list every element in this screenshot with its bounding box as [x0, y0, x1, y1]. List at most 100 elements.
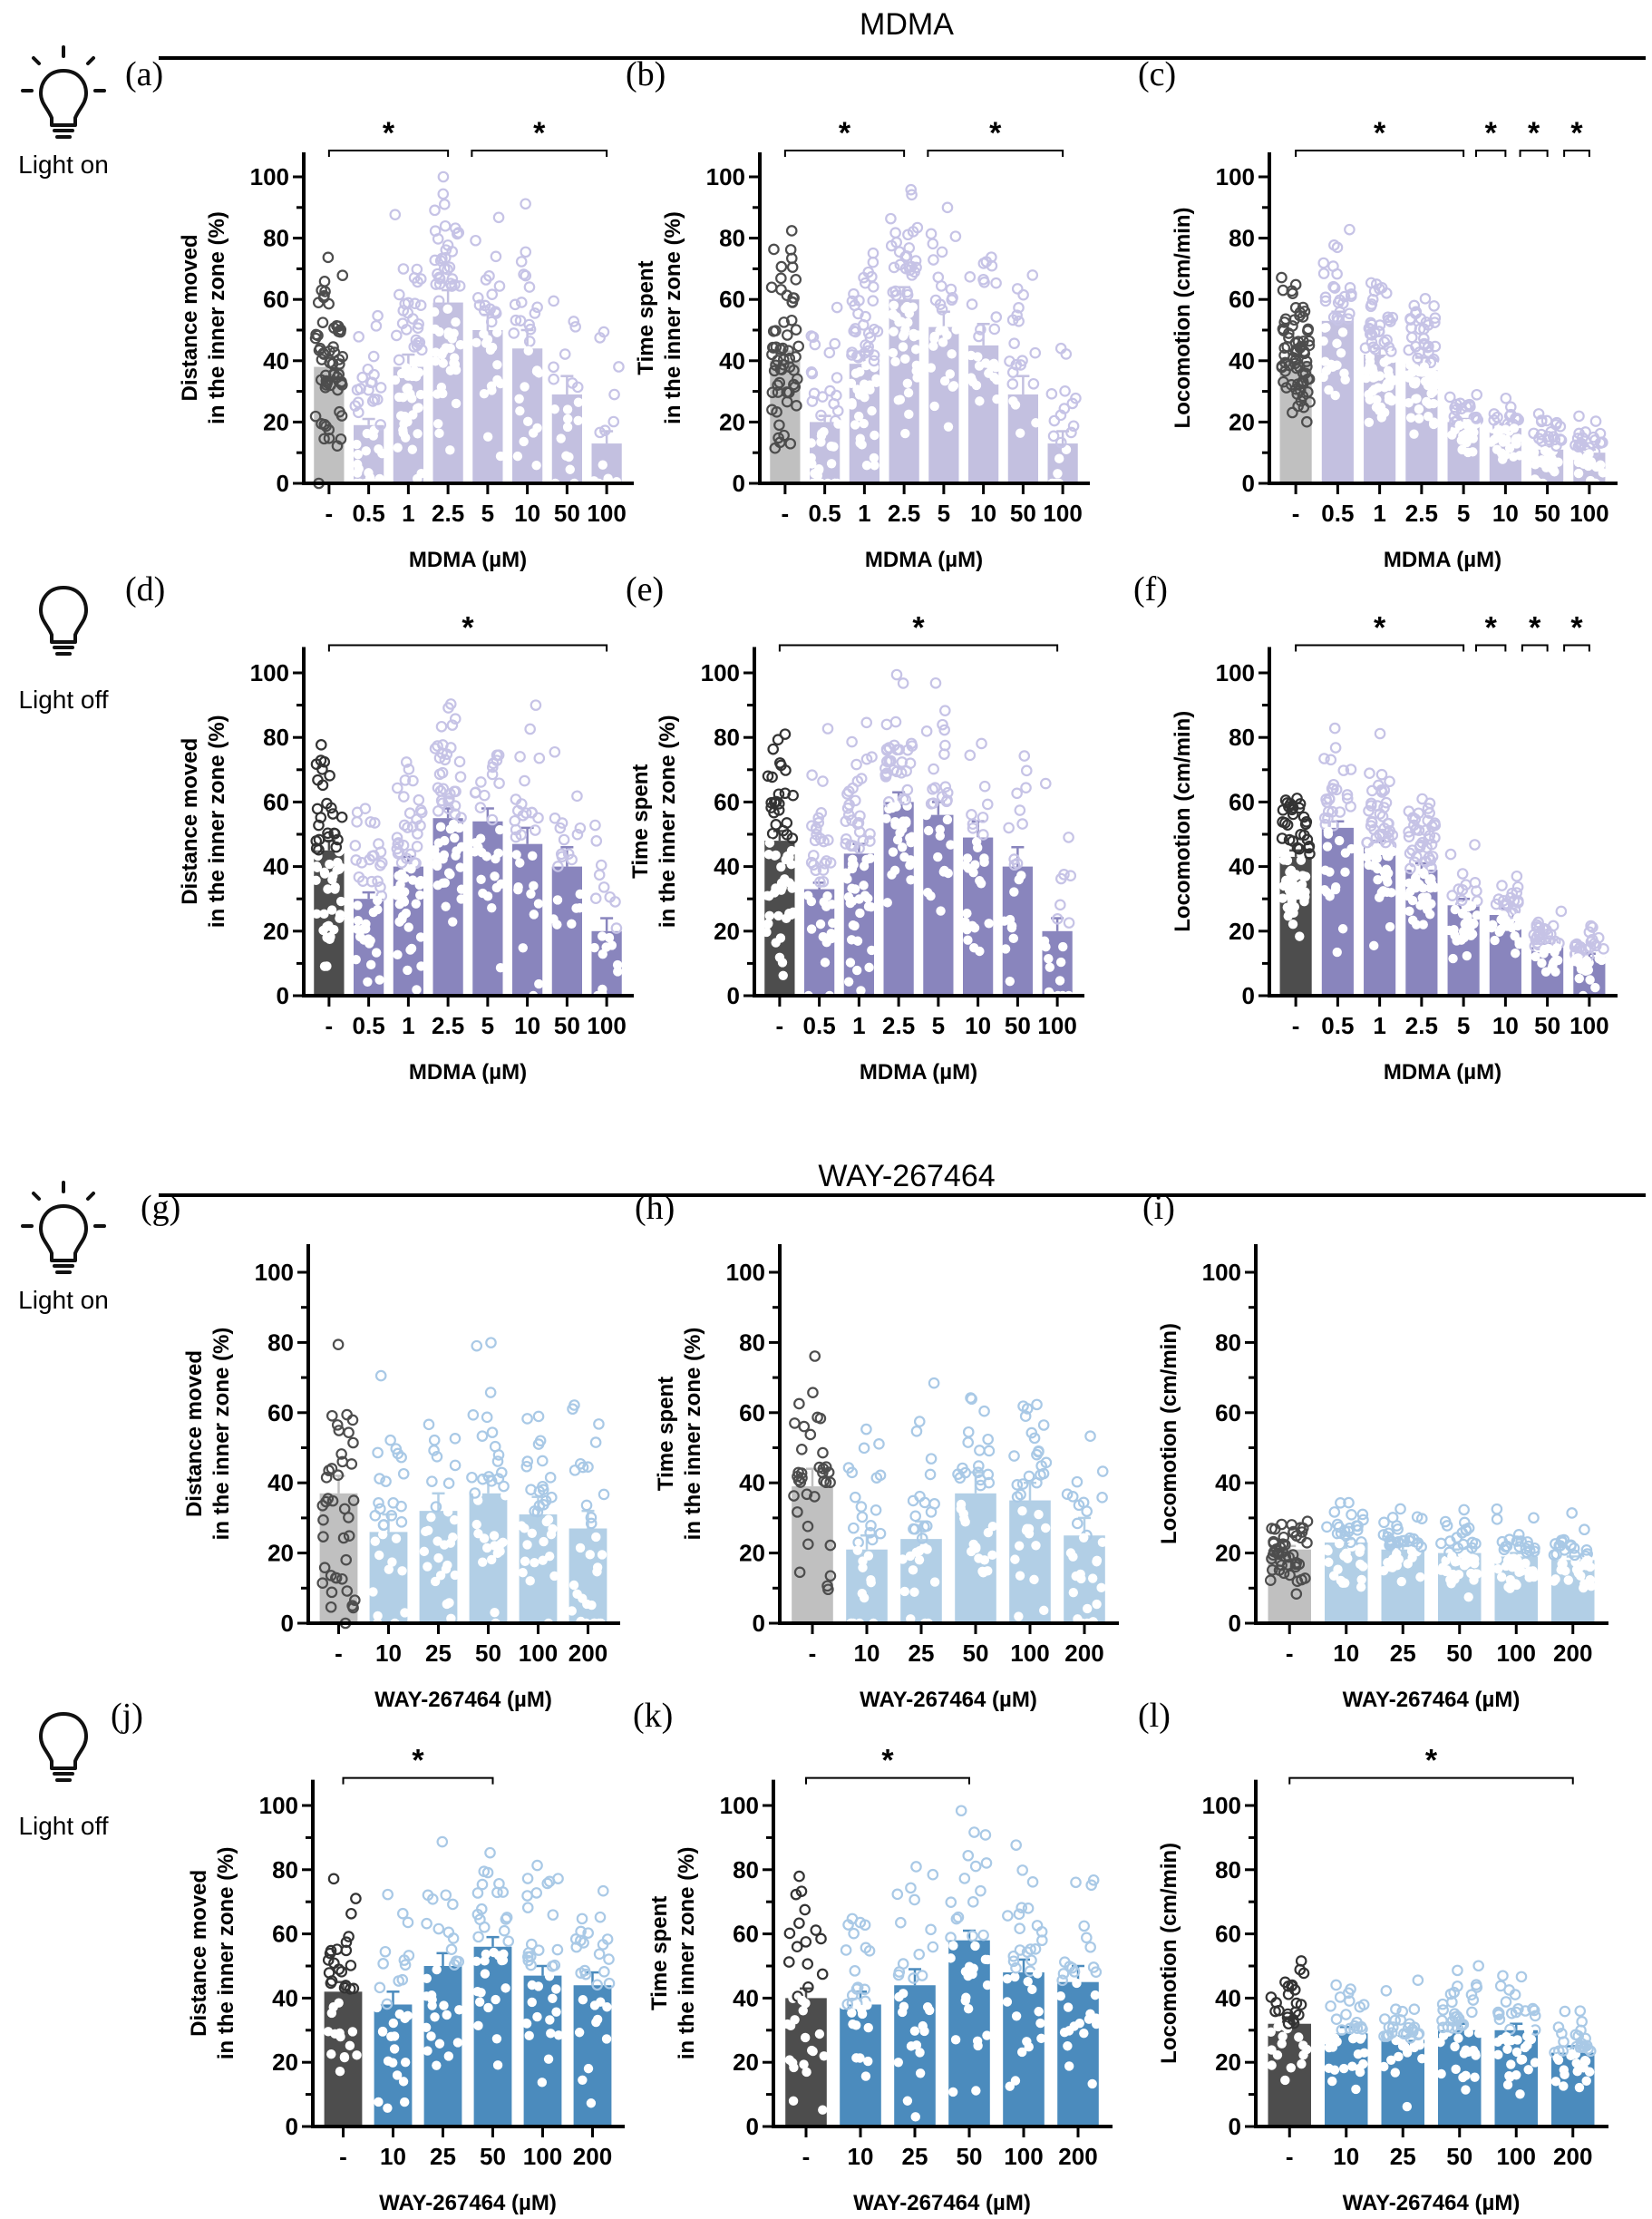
y-tick-label: 80: [263, 724, 289, 751]
data-point: [389, 209, 402, 220]
data-point: [946, 294, 958, 307]
data-point: [1287, 406, 1298, 419]
data-point: [1559, 2005, 1571, 2018]
data-point: [900, 354, 910, 365]
data-point: [1523, 2025, 1534, 2036]
data-point: [826, 459, 837, 469]
data-point: [568, 316, 580, 327]
data-point: [1347, 2033, 1358, 2044]
data-point: [328, 346, 341, 358]
data-point: [1497, 1970, 1509, 1982]
data-point: [910, 345, 921, 355]
data-point: [471, 337, 481, 347]
data-point: [1013, 302, 1025, 314]
data-point: [310, 842, 323, 854]
data-point: [1365, 352, 1375, 362]
data-point: [1267, 2060, 1277, 2070]
data-point: [903, 387, 914, 398]
data-point: [490, 871, 500, 881]
data-point: [1454, 420, 1464, 431]
data-point: [413, 793, 425, 806]
data-point: [1015, 359, 1027, 371]
data-point: [483, 270, 495, 282]
data-point: [562, 414, 573, 424]
data-point: [785, 225, 798, 237]
data-point: [1581, 455, 1591, 465]
y-tick-label: 20: [1215, 2049, 1241, 2076]
data-point: [438, 199, 451, 210]
data-point: [1317, 268, 1330, 279]
data-point: [529, 910, 539, 920]
data-point: [973, 352, 983, 362]
x-tick-label: 10: [514, 500, 540, 527]
data-point: [335, 375, 347, 388]
data-point: [1048, 414, 1061, 427]
data-point: [1067, 420, 1080, 433]
data-point: [530, 699, 542, 711]
data-point: [599, 424, 611, 436]
y-tick-label: 40: [263, 347, 289, 375]
data-point: [407, 774, 419, 787]
data-point: [511, 850, 521, 860]
data-point: [331, 320, 343, 332]
data-point: [529, 881, 539, 891]
data-point: [1443, 391, 1456, 404]
data-point: [1447, 430, 1457, 440]
data-point: [769, 442, 782, 454]
y-axis-title-line2: in the inner zone (%): [661, 211, 685, 424]
data-point: [414, 820, 426, 832]
data-point: [928, 254, 939, 266]
data-point: [515, 256, 528, 268]
data-point: [1026, 269, 1039, 281]
data-point: [806, 438, 816, 448]
data-point: [929, 294, 942, 307]
data-point: [454, 771, 467, 783]
significance-star: *: [383, 116, 395, 151]
data-point: [1405, 413, 1416, 423]
data-point: [495, 963, 506, 973]
data-point: [352, 924, 363, 934]
data-point: [900, 249, 913, 262]
y-tick-label: 80: [263, 225, 289, 252]
data-point: [1414, 2040, 1425, 2050]
data-point: [1011, 283, 1024, 295]
data-point: [765, 281, 778, 294]
data-point: [1540, 414, 1553, 427]
y-tick-label: 40: [1229, 347, 1255, 375]
data-point: [1437, 2004, 1449, 2016]
data-point: [492, 375, 502, 385]
data-point: [401, 852, 413, 864]
data-point: [1361, 373, 1371, 384]
data-point: [444, 698, 457, 710]
y-tick-label: 60: [1229, 286, 1255, 313]
data-point: [846, 295, 859, 307]
data-point: [520, 198, 531, 210]
data-point: [310, 835, 323, 847]
data-point: [1358, 2058, 1368, 2069]
data-point: [1591, 462, 1601, 472]
data-point: [870, 430, 879, 441]
y-axis-title-line2: in the inner zone (%): [205, 715, 229, 928]
data-point: [1513, 433, 1523, 443]
data-point: [861, 460, 872, 471]
data-point: [374, 859, 386, 871]
x-tick-label: 10: [1333, 2143, 1359, 2170]
data-point: [450, 832, 460, 843]
data-point: [848, 287, 860, 300]
data-point: [436, 797, 449, 809]
x-tick-label: 10: [1492, 500, 1519, 527]
data-point: [433, 419, 443, 429]
data-point: [885, 212, 897, 225]
data-point: [353, 871, 365, 883]
data-point: [493, 848, 503, 859]
data-point: [1417, 2053, 1427, 2064]
data-point: [853, 411, 864, 422]
data-point: [815, 409, 827, 422]
data-point: [335, 896, 346, 907]
data-point: [1542, 433, 1555, 446]
data-point: [992, 375, 1002, 385]
data-point: [1500, 392, 1512, 404]
data-point: [943, 422, 954, 432]
data-point: [787, 883, 797, 893]
